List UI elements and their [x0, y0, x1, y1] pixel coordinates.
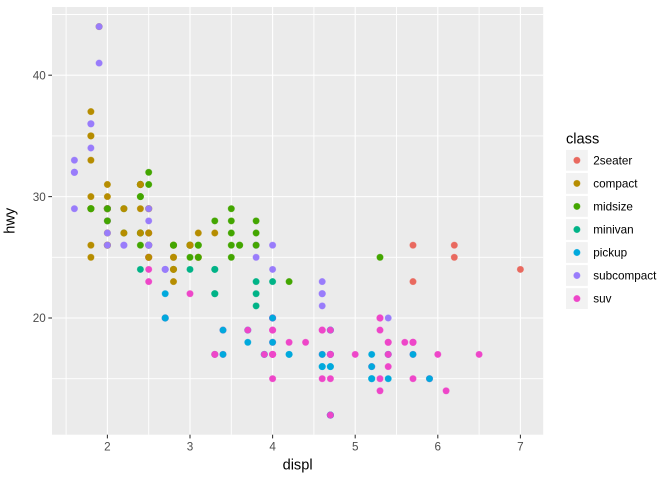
svg-text:7: 7 — [517, 441, 524, 454]
svg-text:compact: compact — [593, 177, 638, 190]
svg-text:5: 5 — [352, 441, 359, 454]
svg-text:hwy: hwy — [3, 207, 19, 234]
svg-text:30: 30 — [33, 191, 47, 204]
svg-text:subcompact: subcompact — [593, 270, 657, 283]
svg-text:6: 6 — [435, 441, 442, 454]
svg-text:20: 20 — [33, 312, 47, 325]
svg-text:4: 4 — [269, 441, 276, 454]
svg-text:pickup: pickup — [593, 247, 627, 260]
svg-text:40: 40 — [33, 69, 47, 82]
svg-text:3: 3 — [187, 441, 194, 454]
svg-text:displ: displ — [283, 458, 313, 474]
svg-text:2: 2 — [104, 441, 111, 454]
svg-text:suv: suv — [593, 293, 611, 306]
svg-text:class: class — [566, 132, 599, 148]
svg-text:2seater: 2seater — [593, 154, 632, 167]
svg-text:midsize: midsize — [593, 200, 633, 213]
svg-text:minivan: minivan — [593, 224, 633, 237]
